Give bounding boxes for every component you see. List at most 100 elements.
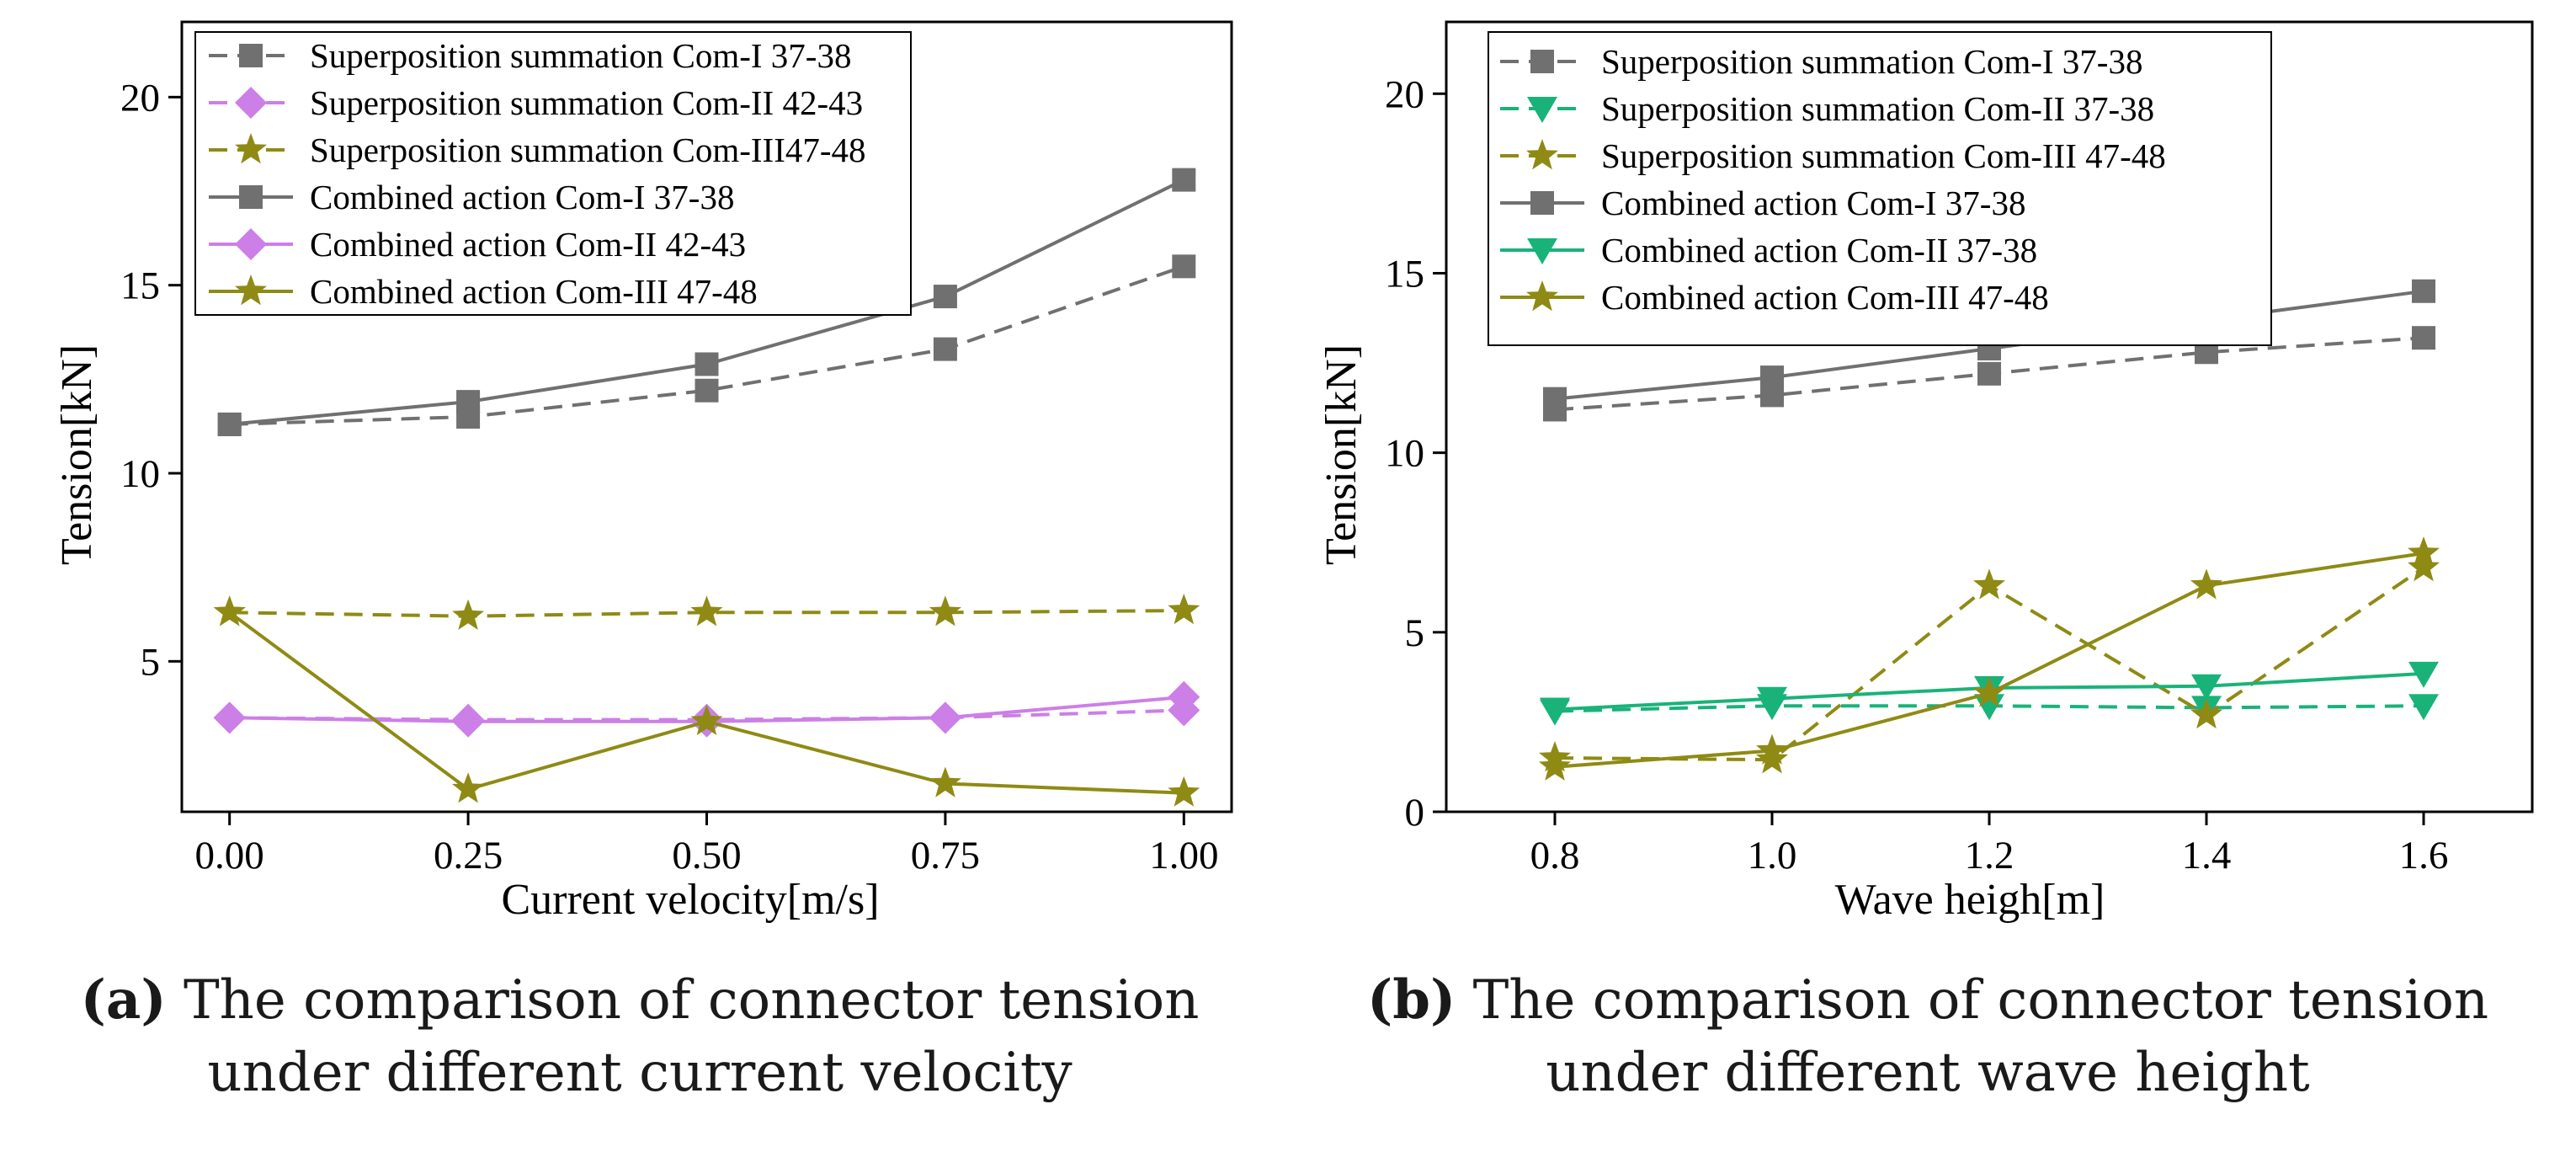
legend-item: Superposition summation Com-III47-48 xyxy=(209,131,866,169)
data-point xyxy=(690,704,723,735)
legend-label: Superposition summation Com-II 37-38 xyxy=(1601,89,2154,128)
x-tick-label: 1.6 xyxy=(2399,834,2449,877)
data-point xyxy=(1168,776,1200,807)
legend-frame xyxy=(194,31,912,316)
data-point xyxy=(1540,697,1570,724)
legend-marker xyxy=(1526,280,1558,312)
data-point xyxy=(929,701,961,734)
data-point xyxy=(1756,743,1788,774)
data-point xyxy=(933,337,957,361)
y-tick-label: 20 xyxy=(120,76,160,120)
chart-panel-a: 0.00 0.25 0.50 0.75 1.00 5 10 15 20 Current velo… xyxy=(53,20,1233,924)
caption-a-label: (a) xyxy=(80,968,167,1032)
legend-marker xyxy=(1530,50,1554,73)
data-point xyxy=(452,599,485,630)
data-point xyxy=(2408,536,2440,568)
caption-b: (b) The comparison of connector tension … xyxy=(1313,964,2542,1109)
axis-ticks: 0.8 1.0 1.2 1.4 1.6 0 5 10 15 20 xyxy=(1385,72,2448,877)
series-layer xyxy=(1539,279,2440,781)
data-point xyxy=(929,595,961,627)
data-point xyxy=(1973,568,2005,600)
series-line xyxy=(1554,566,2425,762)
legend-label: Combined action Com-III 47-48 xyxy=(310,272,758,311)
legend-label: Superposition summation Com-I 37-38 xyxy=(310,36,851,75)
y-axis-label: Tension[kN] xyxy=(1317,344,1365,565)
y-tick-label: 10 xyxy=(120,452,160,496)
legend-label: Combined action Com-II 37-38 xyxy=(1601,231,2037,269)
caption-b-text: The comparison of connector tension unde… xyxy=(1472,969,2489,1104)
legend-marker xyxy=(1527,238,1557,264)
x-tick-label: 0.8 xyxy=(1530,834,1580,877)
data-point xyxy=(2191,674,2222,701)
y-tick-label: 5 xyxy=(1405,611,1425,655)
legend-marker xyxy=(1530,191,1554,215)
legend-label: Combined action Com-I 37-38 xyxy=(1601,184,2025,222)
data-point xyxy=(2408,551,2440,582)
legend-marker xyxy=(239,44,263,67)
legend-label: Superposition summation Com-II 42-43 xyxy=(310,83,863,122)
data-point xyxy=(690,595,723,627)
x-axis-label: Wave heigh[m] xyxy=(1835,876,2105,924)
caption-a-text: The comparison of connector tension unde… xyxy=(183,969,1200,1104)
series-4 xyxy=(217,168,1196,436)
legend-marker xyxy=(1526,139,1558,170)
legend-label: Superposition summation Com-III47-48 xyxy=(310,131,866,169)
legend-item: Superposition summation Com-III 47-48 xyxy=(1500,136,2166,175)
data-point xyxy=(2408,694,2439,721)
legend-marker xyxy=(1527,97,1557,123)
data-point xyxy=(1168,594,1200,625)
caption-b-label: (b) xyxy=(1366,968,1456,1032)
legend-frame xyxy=(1488,31,2272,346)
data-point xyxy=(1172,254,1196,279)
x-tick-label: 1.2 xyxy=(1965,834,2014,877)
data-point xyxy=(213,701,246,734)
y-axis-label: Tension[kN] xyxy=(53,344,101,565)
y-tick-label: 5 xyxy=(141,640,161,684)
x-tick-label: 0.75 xyxy=(911,834,980,877)
legend-item: Combined action Com-III 47-48 xyxy=(1500,278,2049,317)
legend-label: Superposition summation Com-III 47-48 xyxy=(1601,136,2166,175)
series-3 xyxy=(1539,551,2440,774)
legend-item: Superposition summation Com-II 42-43 xyxy=(209,83,863,122)
legend-label: Combined action Com-III 47-48 xyxy=(1601,278,2049,317)
series-6 xyxy=(1539,536,2440,781)
data-point xyxy=(1756,733,1788,765)
caption-a: (a) The comparison of connector tension … xyxy=(34,964,1246,1109)
legend-item: Superposition summation Com-II 37-38 xyxy=(1500,89,2154,128)
series-3 xyxy=(213,594,1200,630)
x-tick-label: 0.25 xyxy=(434,834,503,877)
legend-label: Combined action Com-II 42-43 xyxy=(310,225,746,264)
data-point xyxy=(1168,680,1200,713)
x-tick-label: 0.50 xyxy=(672,834,741,877)
data-point xyxy=(2412,326,2435,350)
data-point xyxy=(456,390,481,414)
chart-panel-b: 0.8 1.0 1.2 1.4 1.6 0 5 10 15 20 Wave heigh[m] Te… xyxy=(1317,20,2534,924)
legend-marker xyxy=(239,185,263,209)
data-point xyxy=(2190,697,2222,729)
legend-item: Combined action Com-III 47-48 xyxy=(209,272,758,311)
data-point xyxy=(1760,365,1784,390)
legend-item: Combined action Com-I 37-38 xyxy=(209,178,734,216)
legend-label: Combined action Com-I 37-38 xyxy=(310,178,734,216)
data-point xyxy=(695,378,719,403)
legend: Superposition summation Com-I 37-38 Super… xyxy=(1488,31,2272,346)
data-point xyxy=(452,772,485,803)
legend-item: Superposition summation Com-I 37-38 xyxy=(1500,42,2142,81)
series-line xyxy=(229,264,1184,426)
legend-item: Combined action Com-II 37-38 xyxy=(1500,231,2037,269)
data-point xyxy=(929,766,961,797)
legend-item: Superposition summation Com-I 37-38 xyxy=(209,36,851,75)
x-tick-label: 1.00 xyxy=(1149,834,1218,877)
y-tick-label: 20 xyxy=(1385,72,1424,116)
series-line xyxy=(228,611,1184,795)
y-tick-label: 15 xyxy=(1385,252,1424,296)
x-tick-label: 0.00 xyxy=(195,834,264,877)
y-tick-label: 10 xyxy=(1385,432,1424,476)
legend-item: Combined action Com-I 37-38 xyxy=(1500,184,2025,222)
data-point xyxy=(933,285,957,309)
y-tick-label: 15 xyxy=(120,264,160,308)
data-point xyxy=(1543,387,1567,411)
data-point xyxy=(213,595,246,627)
series-line xyxy=(229,609,1184,618)
data-point xyxy=(452,705,485,738)
